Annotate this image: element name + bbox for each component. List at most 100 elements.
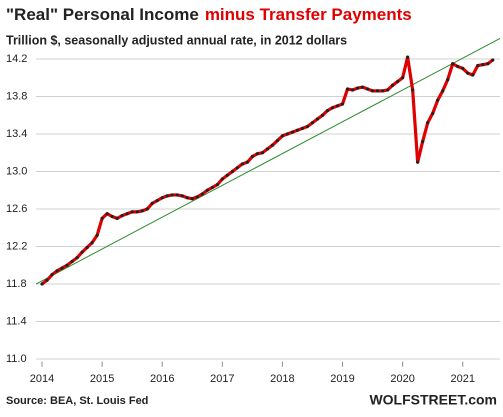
data-point <box>95 233 99 237</box>
data-point <box>295 128 300 132</box>
y-tick-label: 13.4 <box>6 128 27 140</box>
data-point <box>170 193 174 197</box>
data-point <box>476 63 480 68</box>
subtitle: Trillion $, seasonally adjusted annual r… <box>6 33 347 47</box>
y-tick-label: 14.2 <box>6 53 27 65</box>
data-point <box>355 86 360 90</box>
data-point <box>180 194 184 198</box>
data-point <box>75 256 79 260</box>
data-point <box>230 169 234 174</box>
data-point <box>406 55 410 59</box>
x-tick-label: 2020 <box>390 373 414 385</box>
data-point <box>386 88 390 92</box>
data-point <box>190 197 194 201</box>
x-tick-label: 2017 <box>210 373 234 385</box>
data-point <box>375 89 380 93</box>
data-point <box>105 212 109 216</box>
data-point <box>60 266 64 270</box>
x-tick-label: 2014 <box>30 373 54 385</box>
data-point <box>110 214 114 219</box>
data-point <box>461 66 465 71</box>
data-point <box>260 151 265 155</box>
data-point <box>130 210 134 214</box>
data-point <box>446 78 450 82</box>
data-point <box>160 196 164 200</box>
data-point <box>85 245 89 250</box>
data-point <box>335 104 340 108</box>
y-tick-label: 13.0 <box>6 165 27 177</box>
data-point <box>411 88 415 92</box>
data-point <box>250 154 254 159</box>
data-point <box>481 63 485 67</box>
y-tick-label: 12.6 <box>6 203 27 215</box>
data-point <box>365 87 370 91</box>
title-highlight: minus Transfer Payments <box>205 5 412 24</box>
data-point <box>135 210 139 214</box>
data-point <box>330 106 335 110</box>
data-point <box>486 62 490 66</box>
data-point <box>100 216 104 220</box>
data-point <box>255 152 259 156</box>
data-point <box>245 160 249 164</box>
x-tick-label: 2019 <box>330 373 354 385</box>
data-line <box>41 55 494 286</box>
data-point <box>441 89 445 93</box>
y-tick-label: 11.4 <box>6 315 27 327</box>
y-tick-label: 12.2 <box>6 240 27 252</box>
data-point <box>145 207 149 211</box>
x-tick-label: 2015 <box>90 373 114 385</box>
data-point <box>285 132 290 136</box>
data-point <box>205 188 209 192</box>
data-point <box>471 73 475 77</box>
data-point <box>80 250 84 254</box>
data-point <box>280 134 285 138</box>
data-point <box>325 108 330 113</box>
data-point <box>275 138 280 143</box>
data-point <box>310 121 315 125</box>
data-point <box>195 195 199 199</box>
data-point <box>90 241 94 245</box>
data-point <box>175 193 179 197</box>
data-point <box>45 278 49 282</box>
data-point <box>315 117 320 121</box>
chart-title: "Real" Personal Income minus Transfer Pay… <box>6 5 412 24</box>
x-tick-label: 2016 <box>150 373 174 385</box>
data-point <box>340 102 345 106</box>
y-tick-label: 11.0 <box>6 353 27 365</box>
data-point <box>125 212 129 216</box>
data-point <box>65 263 69 267</box>
data-point <box>235 166 239 170</box>
data-point <box>200 192 204 196</box>
data-point <box>381 89 385 93</box>
data-point <box>396 79 400 84</box>
title-main: "Real" Personal Income <box>6 5 199 24</box>
data-point <box>456 64 460 69</box>
data-point <box>150 201 154 205</box>
data-point <box>155 198 159 203</box>
data-point <box>491 58 495 62</box>
data-point <box>55 269 59 273</box>
data-point <box>185 196 189 200</box>
watermark: WOLFSTREET.com <box>369 392 497 408</box>
data-point <box>210 185 214 190</box>
data-point <box>165 194 169 198</box>
trend-line <box>35 37 501 285</box>
data-point <box>360 85 365 89</box>
data-point <box>390 83 395 87</box>
x-tick-label: 2018 <box>270 373 294 385</box>
data-point <box>140 209 144 213</box>
data-point <box>416 160 420 164</box>
data-point <box>115 216 119 220</box>
data-point <box>225 173 229 177</box>
data-point <box>240 162 244 166</box>
data-point <box>40 282 44 286</box>
data-point <box>431 111 435 116</box>
data-point <box>421 139 425 144</box>
data-point <box>305 124 310 129</box>
data-point <box>300 126 305 131</box>
data-point <box>401 76 405 80</box>
source: Source: BEA, St. Louis Fed <box>6 395 148 407</box>
data-point <box>220 177 224 181</box>
y-tick-label: 13.8 <box>6 90 27 102</box>
